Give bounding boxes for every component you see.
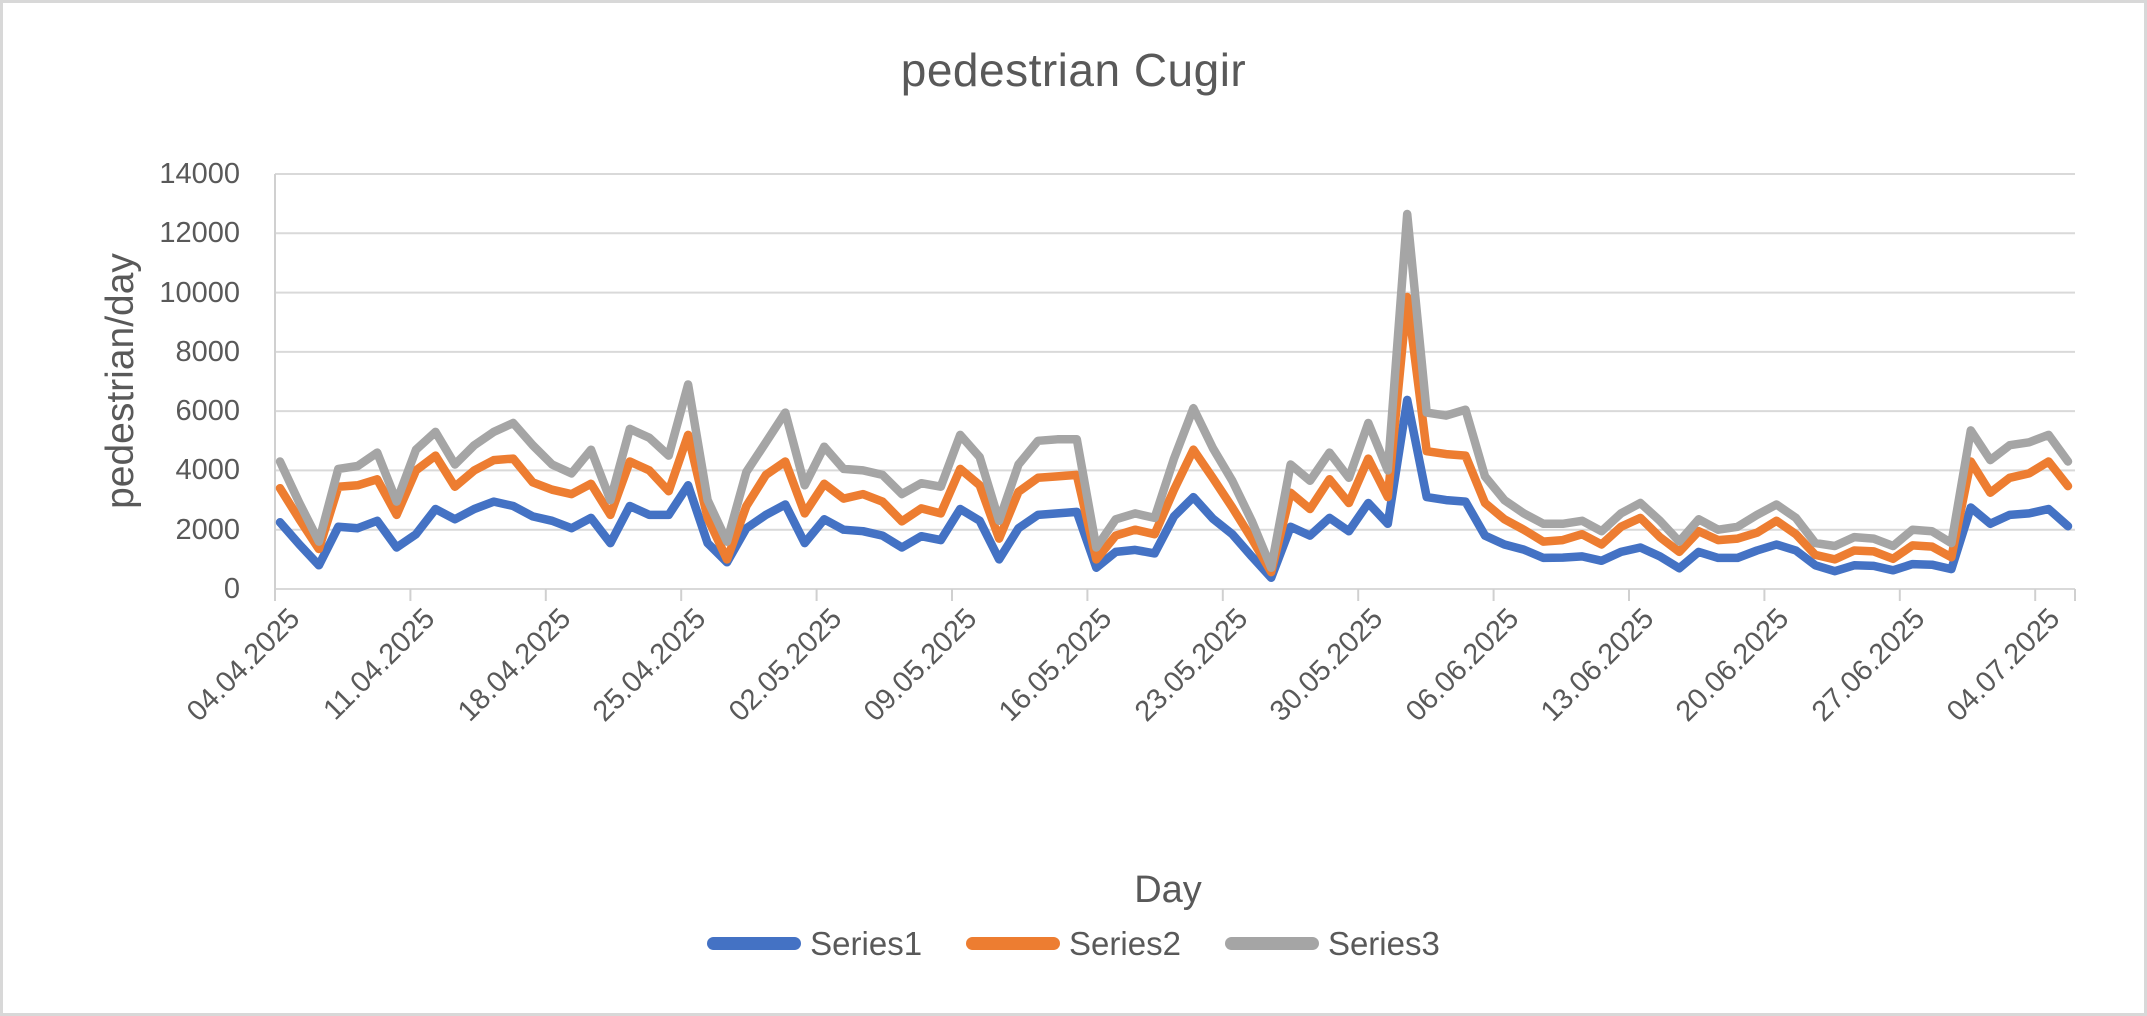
- series2-line-swatch: [966, 937, 1061, 950]
- y-tick-label-2000: 2000: [175, 513, 240, 546]
- legend-item-series3: Series3: [1224, 925, 1440, 962]
- y-axis-title: pedestrian/day: [99, 253, 142, 509]
- plot-area: [274, 173, 2076, 601]
- series2-line: [275, 292, 2073, 577]
- y-tick-label-12000: 12000: [159, 217, 240, 250]
- legend-label-series1: Series1: [810, 925, 923, 962]
- legend-label-series3: Series3: [1327, 925, 1440, 962]
- y-tick-label-8000: 8000: [175, 335, 240, 368]
- y-tick-label-6000: 6000: [175, 395, 240, 428]
- y-tick-label-4000: 4000: [175, 454, 240, 487]
- legend-item-series1: Series1: [707, 927, 922, 960]
- y-tick-label-14000: 14000: [159, 158, 240, 190]
- series1-line: [275, 395, 2073, 582]
- series1-line-swatch: [707, 937, 802, 950]
- series3-line: [275, 209, 2073, 572]
- legend: Series1 Series2 Series3: [3, 927, 2144, 960]
- y-tick-label-0: 0: [223, 573, 240, 605]
- x-axis-title: Day: [1134, 869, 1202, 911]
- y-tick-label-10000: 10000: [159, 276, 240, 309]
- series3-line-swatch: [1224, 937, 1319, 950]
- legend-label-series2: Series2: [1069, 925, 1181, 962]
- chart-title: pedestrian Cugir: [900, 44, 1247, 96]
- legend-item-series2: Series2: [966, 927, 1181, 960]
